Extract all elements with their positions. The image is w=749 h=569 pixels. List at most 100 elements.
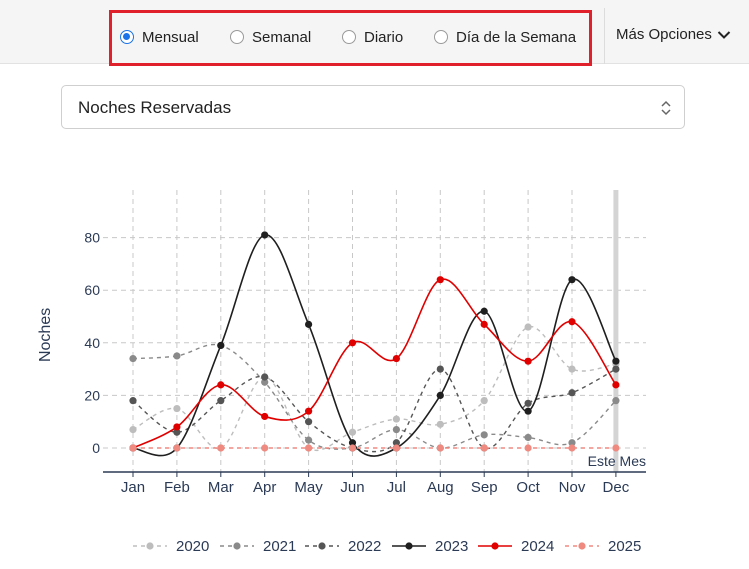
data-point-2020-Nov[interactable] — [568, 365, 576, 373]
data-point-2022-Mar[interactable] — [217, 397, 225, 405]
data-point-2024-Aug[interactable] — [436, 276, 444, 284]
radio-option-weekly[interactable]: Semanal — [230, 27, 311, 47]
data-point-2025-Mar[interactable] — [217, 444, 225, 452]
series-2024 — [129, 276, 620, 452]
legend-item-2023[interactable]: 2023 — [392, 538, 468, 555]
y-tick-label: 80 — [84, 230, 100, 246]
data-point-2024-Sep[interactable] — [480, 320, 488, 328]
data-point-2023-Apr[interactable] — [261, 231, 269, 239]
more-options-button[interactable]: Más Opciones — [616, 26, 731, 43]
data-point-2021-Jul[interactable] — [392, 425, 400, 434]
data-point-2021-Apr[interactable] — [261, 378, 269, 386]
radio-button-monthly[interactable] — [120, 30, 134, 44]
legend-label: 2025 — [608, 538, 641, 555]
y-tick-label: 60 — [84, 282, 100, 298]
y-tick-label: 40 — [84, 335, 100, 351]
x-tick-label: Aug — [427, 479, 454, 496]
radio-option-daily[interactable]: Diario — [342, 27, 403, 47]
data-point-2022-Jan[interactable] — [129, 397, 137, 405]
data-point-2023-Mar[interactable] — [217, 341, 225, 350]
data-point-2021-Jan[interactable] — [129, 354, 137, 363]
data-point-2024-Oct[interactable] — [524, 357, 532, 365]
data-point-2025-May[interactable] — [305, 444, 313, 452]
data-point-2024-Nov[interactable] — [568, 318, 576, 326]
radio-option-weekday[interactable]: Día de la Semana — [434, 27, 576, 47]
radio-label-monthly: Mensual — [142, 28, 199, 46]
data-point-2025-Jan[interactable] — [129, 444, 137, 452]
data-point-2021-Oct[interactable] — [524, 433, 532, 442]
legend-marker — [405, 542, 413, 550]
data-point-2022-Nov[interactable] — [568, 389, 576, 397]
x-tick-label: Apr — [253, 479, 276, 496]
y-axis-label: Noches — [37, 308, 54, 362]
data-point-2024-Apr[interactable] — [261, 412, 269, 421]
data-point-2024-Dec[interactable] — [612, 381, 620, 389]
data-point-2025-Apr[interactable] — [261, 444, 269, 452]
radio-button-weekday[interactable] — [434, 30, 448, 44]
data-point-2025-Aug[interactable] — [436, 444, 444, 452]
data-point-2024-Feb[interactable] — [173, 423, 181, 431]
radio-label-daily: Diario — [364, 28, 404, 46]
data-point-2020-Jun[interactable] — [348, 428, 357, 436]
radio-label-weekday: Día de la Semana — [456, 28, 577, 46]
x-tick-label: Mar — [208, 479, 234, 496]
data-point-2023-Nov[interactable] — [568, 276, 576, 284]
data-point-2023-Oct[interactable] — [524, 407, 532, 415]
legend-item-2021[interactable]: 2021 — [220, 538, 296, 555]
data-point-2024-May[interactable] — [305, 407, 313, 415]
metric-select-value: Noches Reservadas — [78, 98, 232, 117]
x-tick-label: Dec — [603, 479, 630, 496]
data-point-2020-Feb[interactable] — [173, 404, 181, 413]
data-point-2021-Feb[interactable] — [173, 352, 181, 360]
data-point-2024-Jul[interactable] — [392, 354, 400, 363]
x-tick-label: Jun — [340, 479, 364, 496]
legend-item-2022[interactable]: 2022 — [305, 538, 381, 555]
radio-button-daily[interactable] — [342, 30, 356, 44]
radio-label-weekly: Semanal — [252, 28, 312, 46]
data-point-2022-May[interactable] — [305, 418, 313, 426]
data-point-2021-Nov[interactable] — [568, 439, 576, 447]
data-point-2022-Aug[interactable] — [436, 365, 444, 373]
radio-button-weekly[interactable] — [230, 30, 244, 44]
series-line-2021 — [132, 343, 617, 450]
x-tick-label: Jan — [121, 479, 145, 496]
data-point-2020-Jul[interactable] — [392, 415, 400, 423]
data-point-2022-Dec[interactable] — [612, 365, 620, 373]
data-point-2021-Sep[interactable] — [480, 431, 488, 439]
data-point-2022-Apr[interactable] — [261, 373, 269, 381]
data-point-2023-Jun[interactable] — [348, 439, 357, 447]
data-point-2025-Jun[interactable] — [348, 444, 357, 452]
data-point-2025-Oct[interactable] — [524, 444, 532, 452]
data-point-2023-Aug[interactable] — [436, 391, 444, 399]
x-tick-label: Feb — [164, 479, 190, 496]
data-point-2020-Jan[interactable] — [129, 425, 137, 434]
data-point-2021-May[interactable] — [305, 436, 313, 444]
data-point-2023-May[interactable] — [305, 320, 313, 328]
series-2023 — [129, 231, 620, 457]
legend-label: 2022 — [348, 538, 381, 555]
legend-item-2025[interactable]: 2025 — [565, 538, 641, 555]
data-point-2025-Feb[interactable] — [173, 444, 181, 452]
data-point-2020-Oct[interactable] — [524, 323, 532, 331]
legend-item-2020[interactable]: 2020 — [133, 538, 209, 555]
metric-select[interactable]: Noches Reservadas — [61, 85, 685, 129]
data-point-2022-Oct[interactable] — [524, 399, 532, 407]
data-point-2020-Aug[interactable] — [436, 420, 444, 428]
legend-label: 2023 — [435, 538, 468, 555]
data-point-2022-Jul[interactable] — [392, 439, 400, 447]
y-tick-label: 0 — [92, 440, 100, 456]
data-point-2024-Mar[interactable] — [217, 381, 225, 389]
data-point-2025-Dec[interactable] — [612, 444, 620, 452]
series-2025 — [129, 444, 620, 452]
data-point-2023-Sep[interactable] — [480, 307, 488, 315]
data-point-2023-Dec[interactable] — [612, 357, 620, 365]
data-point-2025-Jul[interactable] — [392, 444, 400, 452]
legend-item-2024[interactable]: 2024 — [478, 538, 554, 555]
data-point-2024-Jun[interactable] — [348, 339, 357, 347]
data-point-2021-Dec[interactable] — [612, 397, 620, 405]
radio-option-monthly[interactable]: Mensual — [120, 27, 199, 47]
data-point-2022-Feb[interactable] — [173, 428, 181, 436]
data-point-2025-Nov[interactable] — [568, 444, 576, 452]
data-point-2025-Sep[interactable] — [480, 444, 488, 452]
data-point-2020-Sep[interactable] — [480, 397, 488, 405]
